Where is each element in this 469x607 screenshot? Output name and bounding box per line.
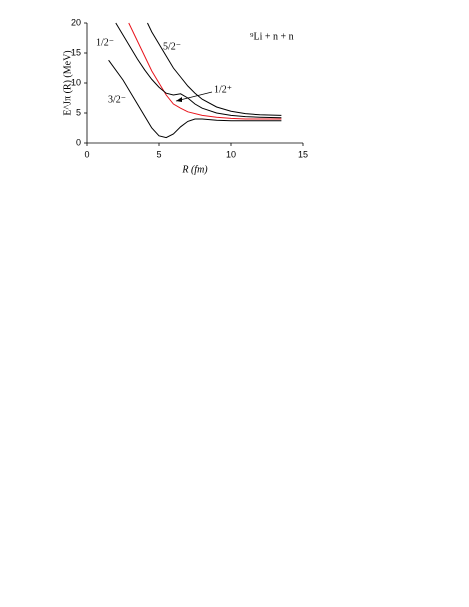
- series-line: [115, 22, 282, 119]
- arrow-head: [176, 97, 182, 102]
- series-label: 1/2⁻: [96, 37, 114, 48]
- y-tick-label: 15: [71, 47, 81, 57]
- y-tick-label: 5: [76, 107, 81, 117]
- x-tick-label: 15: [298, 149, 308, 159]
- series-label: 5/2⁻: [163, 41, 181, 52]
- x-tick-label: 5: [156, 149, 161, 159]
- x-tick-label: 0: [84, 149, 89, 159]
- series-line: [128, 22, 282, 120]
- series-line: [108, 59, 282, 139]
- series-label: 3/2⁻: [108, 94, 126, 105]
- y-tick-label: 10: [71, 77, 81, 87]
- x-tick-label: 10: [226, 149, 236, 159]
- y-axis-label: E^Jπ (R) (MeV): [62, 50, 73, 115]
- series-label: 1/2⁺: [214, 84, 232, 95]
- y-tick-label: 0: [76, 137, 81, 147]
- x-axis-label: R (fm): [181, 164, 208, 175]
- series-line: [147, 22, 282, 116]
- y-tick-label: 20: [71, 17, 81, 27]
- annotation: ⁹Li + n + n: [250, 31, 294, 42]
